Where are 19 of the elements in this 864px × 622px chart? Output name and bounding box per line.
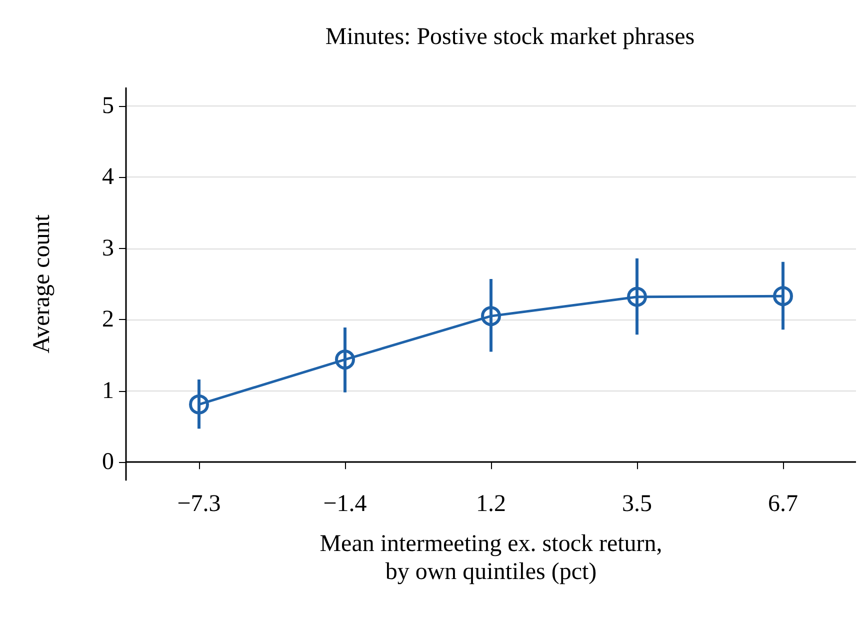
point [335,350,355,370]
y-tick-label: 4 [102,164,114,190]
x-tick-label: −1.4 [323,491,367,517]
point [189,394,209,414]
y-tick-label: 1 [102,378,114,404]
point [773,286,793,306]
x-tick-label: −7.3 [177,491,221,517]
chart-title: Minutes: Postive stock market phrases [325,24,695,50]
x-tick-label: 3.5 [622,491,652,517]
x-axis-title: Mean intermeeting ex. stock return, by own quintiles (pct) [320,531,662,585]
y-tick-label: 0 [102,449,114,476]
y-tick-label: 5 [102,92,114,119]
point [481,306,501,326]
x-tick-label: 6.7 [768,491,798,517]
x-tick-label: 1.2 [476,491,506,517]
y-tick-label: 2 [102,306,114,333]
y-axis-title: Average count [29,214,55,354]
y-tick-label: 3 [102,235,114,262]
point [627,286,647,307]
